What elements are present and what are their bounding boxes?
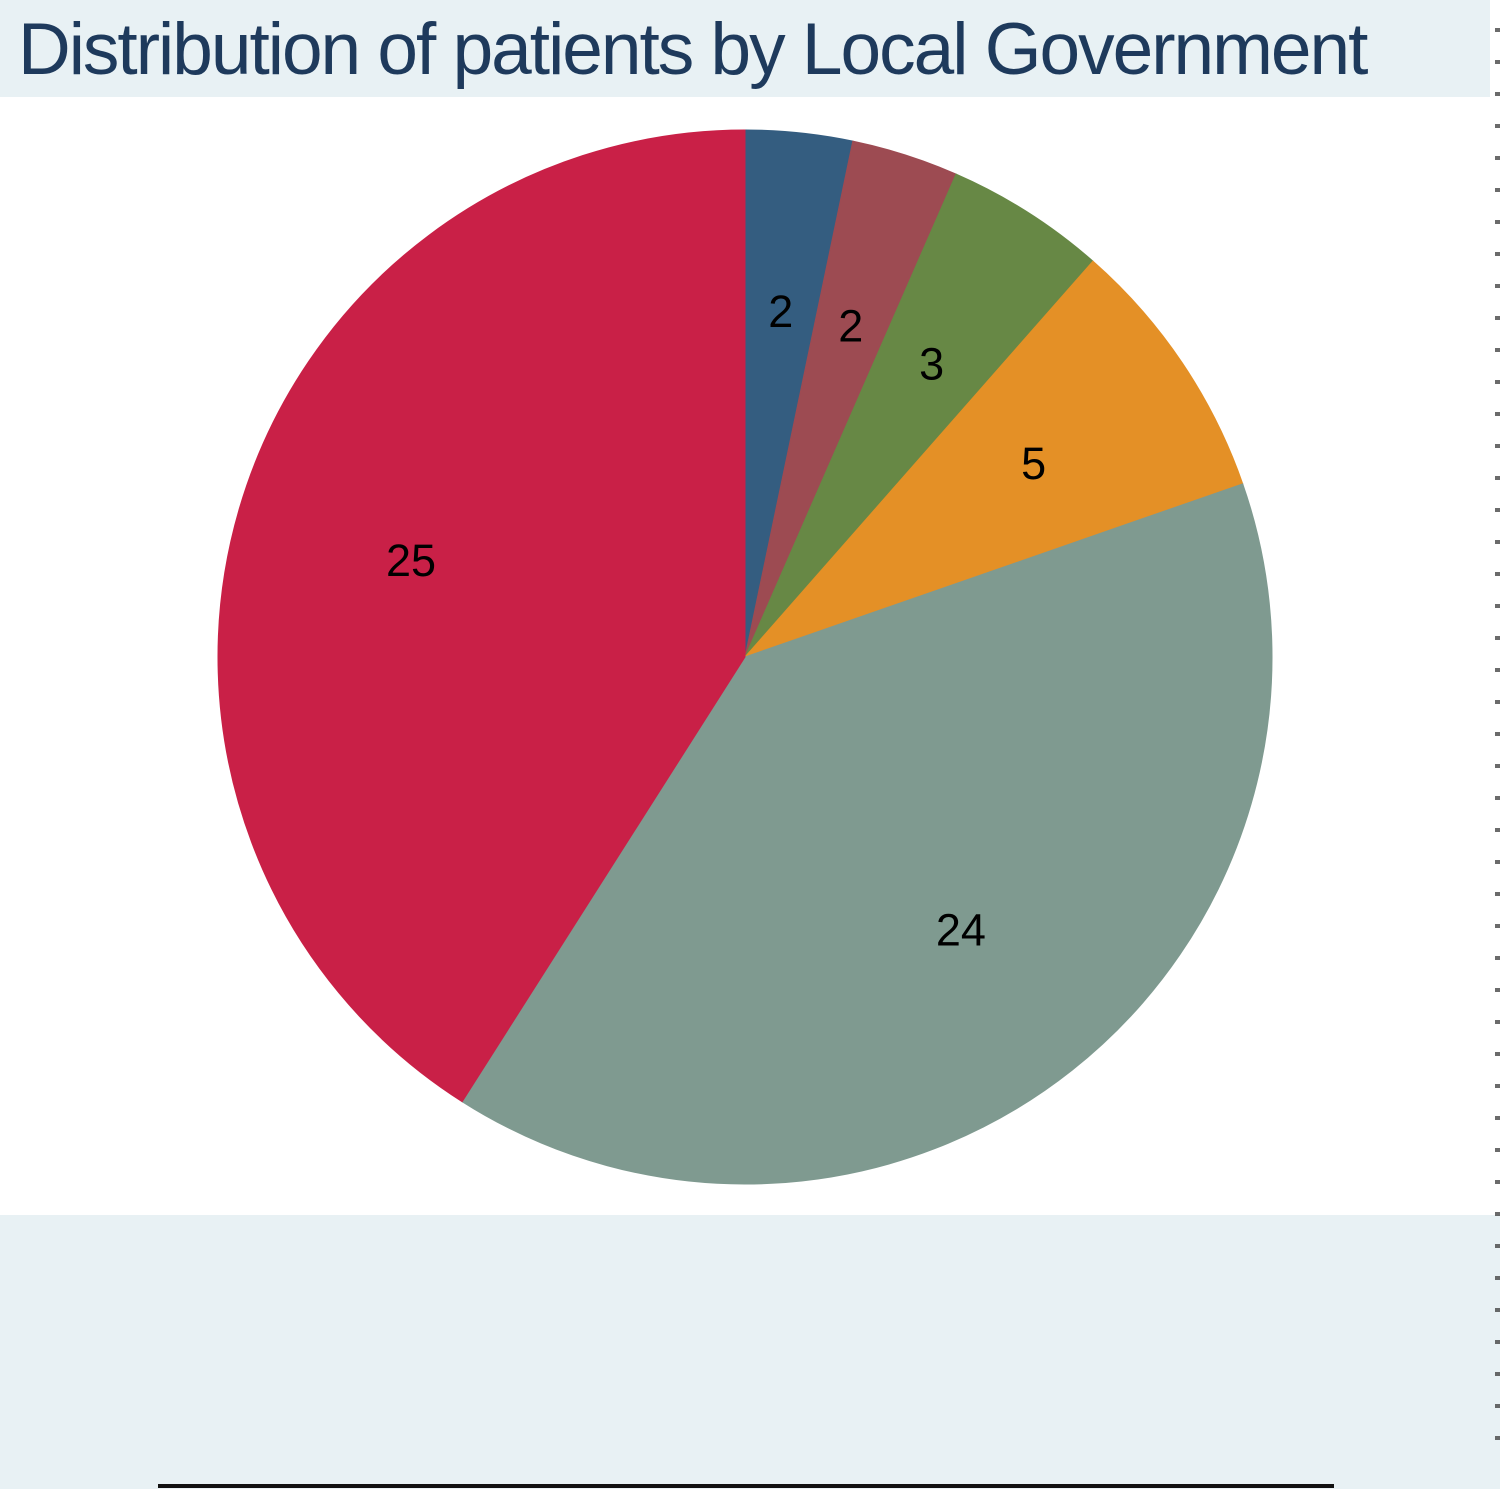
pie-slice-gwagwalada [461, 483, 1273, 1185]
pie-slice-bwari [743, 260, 1244, 659]
crop-artifact-bottom-edge [158, 1484, 1334, 1488]
pie-slice-value-kuje: 2 [768, 286, 793, 337]
crop-artifact-right-edge [1495, 28, 1500, 1462]
pie-slice-value-amac: 25 [386, 535, 436, 586]
chart-title-band: Distribution of patients by Local Govern… [0, 0, 1490, 97]
legend-band: KUJE ABAJI KWALI BWARI GWAGWALADA AMAC [0, 1215, 1500, 1489]
chart-title: Distribution of patients by Local Govern… [18, 9, 1368, 90]
pie-slice-value-abaji: 2 [838, 301, 863, 352]
pie-slice-kwali [744, 173, 1094, 658]
pie-slice-amac [217, 129, 746, 1103]
pie-slice-value-kwali: 3 [919, 339, 944, 390]
pie-slice-value-gwagwalada: 24 [936, 905, 986, 956]
pie-slice-value-bwari: 5 [1021, 438, 1046, 489]
